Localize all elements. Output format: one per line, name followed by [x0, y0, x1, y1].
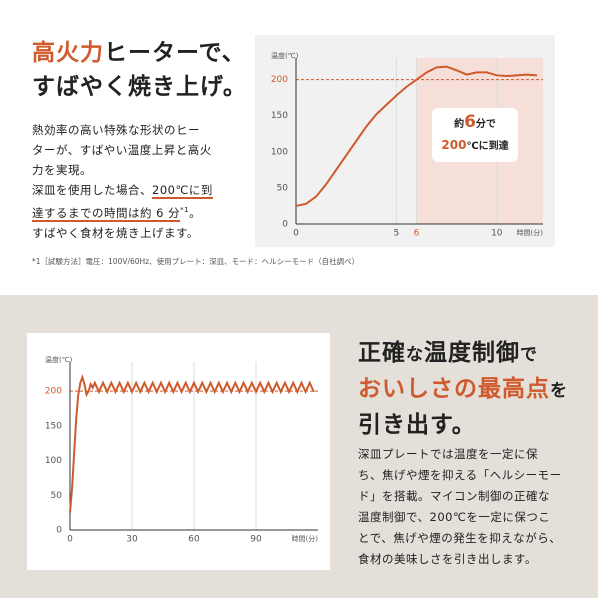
text: 。 — [189, 205, 202, 220]
y-tick-label: 150 — [45, 421, 62, 431]
y-tick-label: 200 — [45, 387, 62, 397]
callout-text: 6 — [464, 112, 476, 132]
text: 達するまでの時間は約 6 分 — [32, 205, 181, 222]
body-line: 力を実現。 — [32, 163, 92, 177]
text: 200℃に到 — [152, 183, 213, 199]
headline-text: な — [406, 345, 424, 365]
x-tick-label: 0 — [67, 535, 73, 545]
x-tick-label: 10 — [491, 229, 503, 239]
callout-text: ℃に到達 — [466, 141, 509, 152]
headline: 高火力ヒーターで、すばやく焼き上げ。 — [32, 36, 247, 104]
text: 深皿を使用した場合、 — [32, 183, 152, 197]
y-tick-label: 0 — [282, 220, 288, 230]
body-line: 温度制御で、200℃を一定に保つこ — [358, 510, 551, 524]
headline: 正確な温度制御でおいしさの最高点を引き出す。 — [358, 336, 568, 442]
body-line: 熱効率の高い特殊な形状のヒー — [32, 123, 200, 137]
headline-text: 正確 — [358, 340, 406, 366]
callout-text: 分で — [475, 119, 496, 130]
body-line: ド」を搭載。マイコン制御の正確な — [358, 489, 550, 503]
body-text: 深皿プレートでは温度を一定に保ち、焦げや煙を抑える「ヘルシーモー ド」を搭載。マイ… — [358, 444, 562, 570]
body-line: 深皿プレートでは温度を一定に保 — [358, 447, 538, 461]
y-tick-label: 0 — [56, 526, 62, 536]
callout: 約6分で 200℃に到達 — [432, 108, 518, 162]
text: すばやく食材を焼き上げます。 — [32, 225, 199, 240]
y-tick-label: 150 — [271, 111, 288, 121]
body-line: ターが、すばやい温度上昇と高火 — [32, 143, 212, 157]
headline-text: ヒーターで、 — [104, 40, 246, 66]
body-line: ち、焦げや煙を抑える「ヘルシーモー — [358, 468, 562, 482]
x-tick-label: 60 — [188, 535, 200, 545]
x-tick-label: 6 — [414, 229, 420, 239]
body-text: 熱効率の高い特殊な形状のヒー ターが、すばやい温度上昇と高火 力を実現。深皿を使用し… — [32, 120, 213, 243]
x-axis-label: 時間(分) — [292, 534, 319, 543]
headline-accent: おいしさの最高点 — [358, 376, 550, 402]
body-line: 食材の美味しさを引き出します。 — [358, 552, 537, 566]
y-tick-label: 200 — [271, 75, 288, 85]
y-axis-label: 温度(℃) — [45, 355, 73, 364]
headline-accent: 高火力 — [32, 40, 104, 66]
headline-text: で — [520, 345, 538, 365]
footnote: *1［試験方法］電圧：100V/60Hz、使用プレート：深皿、モード：ヘルシーモ… — [32, 257, 360, 266]
callout-text: 200 — [441, 138, 467, 152]
headline-text: すばやく焼き上げ。 — [32, 74, 247, 100]
text: 引き出す。 — [358, 412, 476, 438]
y-tick-label: 100 — [45, 456, 62, 466]
y-tick-label: 50 — [277, 183, 289, 193]
y-tick-label: 50 — [51, 491, 63, 501]
x-tick-label: 0 — [293, 229, 299, 239]
y-axis-label: 温度(℃) — [271, 51, 299, 60]
line-series — [69, 374, 315, 513]
body-line: とで、焦げや煙の発生を抑えながら、 — [358, 531, 562, 545]
x-tick-label: 90 — [250, 535, 262, 545]
x-axis-label: 時間(分) — [517, 228, 544, 237]
callout-text: 約 — [454, 119, 465, 130]
note-ref: *1 — [180, 206, 190, 214]
y-tick-label: 100 — [271, 147, 288, 157]
x-tick-label: 5 — [394, 229, 400, 239]
line-series — [295, 65, 538, 207]
x-tick-label: 30 — [126, 535, 138, 545]
text: を — [550, 381, 568, 401]
headline-text: 温度制御 — [424, 340, 520, 366]
